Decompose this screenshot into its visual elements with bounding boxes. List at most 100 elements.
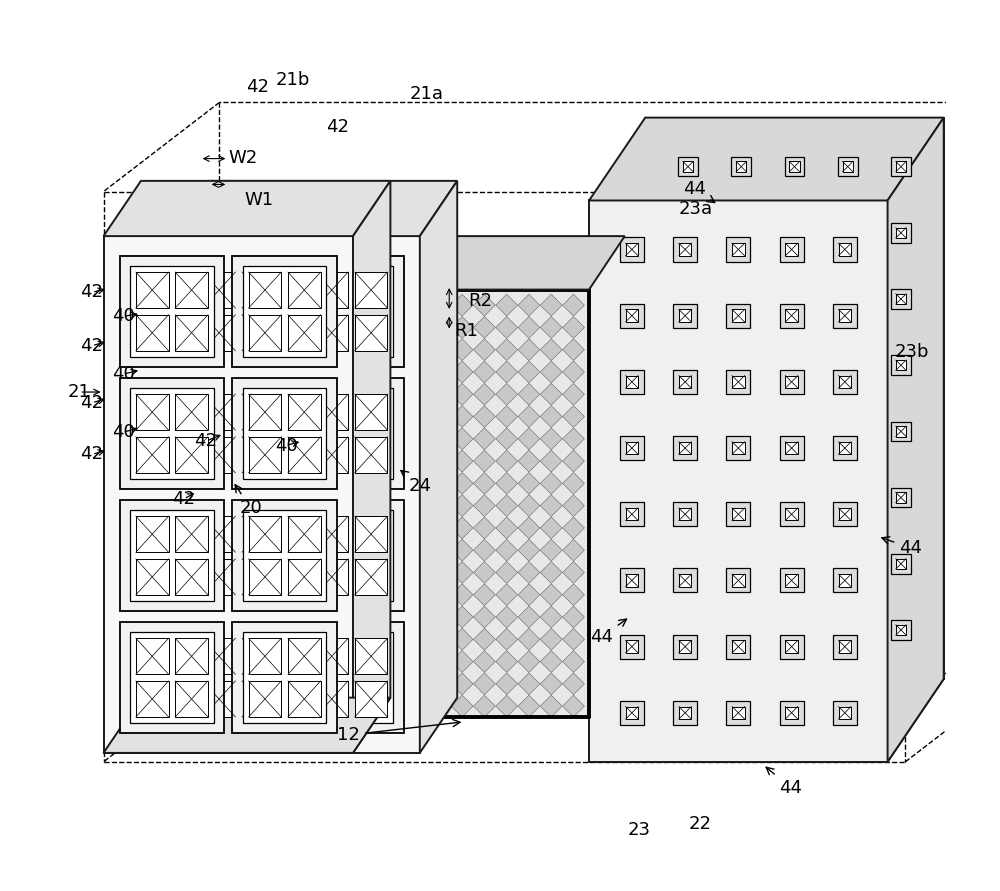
Polygon shape <box>429 584 451 606</box>
Polygon shape <box>429 316 451 339</box>
Bar <box>288 272 321 308</box>
Polygon shape <box>496 584 518 606</box>
Polygon shape <box>384 495 406 517</box>
Bar <box>203 681 235 717</box>
Bar <box>197 388 281 478</box>
Bar <box>242 272 275 308</box>
Polygon shape <box>496 517 518 539</box>
Bar <box>355 437 387 473</box>
Polygon shape <box>451 606 473 628</box>
Polygon shape <box>362 339 384 361</box>
Bar <box>785 574 798 586</box>
Polygon shape <box>384 584 406 606</box>
Bar <box>626 376 638 388</box>
Bar <box>732 707 745 719</box>
Polygon shape <box>429 339 451 361</box>
Bar <box>299 622 404 733</box>
Bar <box>175 516 208 552</box>
Polygon shape <box>518 450 540 472</box>
Polygon shape <box>563 405 584 428</box>
Polygon shape <box>473 517 495 539</box>
Polygon shape <box>429 405 451 428</box>
Polygon shape <box>384 405 406 428</box>
Text: 44: 44 <box>882 536 922 557</box>
Bar <box>896 294 906 304</box>
Polygon shape <box>429 695 451 717</box>
Polygon shape <box>518 606 540 628</box>
Bar <box>726 701 750 725</box>
Bar <box>732 376 745 388</box>
Polygon shape <box>540 628 562 650</box>
Polygon shape <box>496 539 518 561</box>
Bar <box>673 370 697 394</box>
Bar <box>315 315 348 351</box>
Polygon shape <box>473 650 495 673</box>
Polygon shape <box>563 584 584 606</box>
Bar <box>726 370 750 394</box>
Bar <box>626 641 638 653</box>
Bar <box>130 511 214 601</box>
Polygon shape <box>496 495 518 517</box>
Bar <box>726 503 750 527</box>
Bar <box>136 394 169 430</box>
Bar <box>136 272 169 308</box>
Polygon shape <box>451 628 473 650</box>
Polygon shape <box>518 316 540 339</box>
Bar <box>891 421 911 441</box>
Polygon shape <box>362 561 384 584</box>
Text: R1: R1 <box>454 323 478 340</box>
Bar <box>891 554 911 574</box>
Bar <box>679 641 691 653</box>
Bar <box>839 574 851 586</box>
Bar <box>120 500 224 611</box>
Polygon shape <box>451 450 473 472</box>
Bar <box>242 559 275 595</box>
Polygon shape <box>451 517 473 539</box>
Polygon shape <box>384 316 406 339</box>
Bar <box>299 256 404 367</box>
Bar <box>833 436 857 460</box>
Bar <box>679 442 691 454</box>
Text: 42: 42 <box>80 446 103 463</box>
Polygon shape <box>518 628 540 650</box>
Text: 44: 44 <box>683 180 715 202</box>
Polygon shape <box>540 428 562 450</box>
Polygon shape <box>429 495 451 517</box>
Bar <box>288 638 321 674</box>
Polygon shape <box>362 383 384 405</box>
Polygon shape <box>451 294 473 316</box>
Bar <box>136 315 169 351</box>
Bar <box>249 394 281 430</box>
Polygon shape <box>362 584 384 606</box>
Polygon shape <box>563 294 584 316</box>
Polygon shape <box>540 650 562 673</box>
Polygon shape <box>362 294 384 316</box>
Polygon shape <box>407 428 428 450</box>
Polygon shape <box>384 383 406 405</box>
Polygon shape <box>645 118 944 679</box>
Polygon shape <box>563 628 584 650</box>
Bar <box>299 378 404 489</box>
Bar <box>620 370 644 394</box>
Polygon shape <box>362 428 384 450</box>
Bar <box>839 641 851 653</box>
Bar <box>833 701 857 725</box>
Bar <box>732 309 745 322</box>
Polygon shape <box>473 561 495 584</box>
Polygon shape <box>407 294 428 316</box>
Bar <box>726 304 750 328</box>
Bar <box>785 707 798 719</box>
Bar <box>310 266 393 356</box>
Polygon shape <box>540 606 562 628</box>
Bar <box>203 315 235 351</box>
Bar <box>120 378 224 489</box>
Polygon shape <box>451 383 473 405</box>
Bar <box>839 309 851 322</box>
Polygon shape <box>518 695 540 717</box>
Bar <box>136 559 169 595</box>
Polygon shape <box>451 361 473 383</box>
Polygon shape <box>429 673 451 695</box>
Bar <box>315 559 348 595</box>
Polygon shape <box>496 673 518 695</box>
Polygon shape <box>589 118 944 200</box>
